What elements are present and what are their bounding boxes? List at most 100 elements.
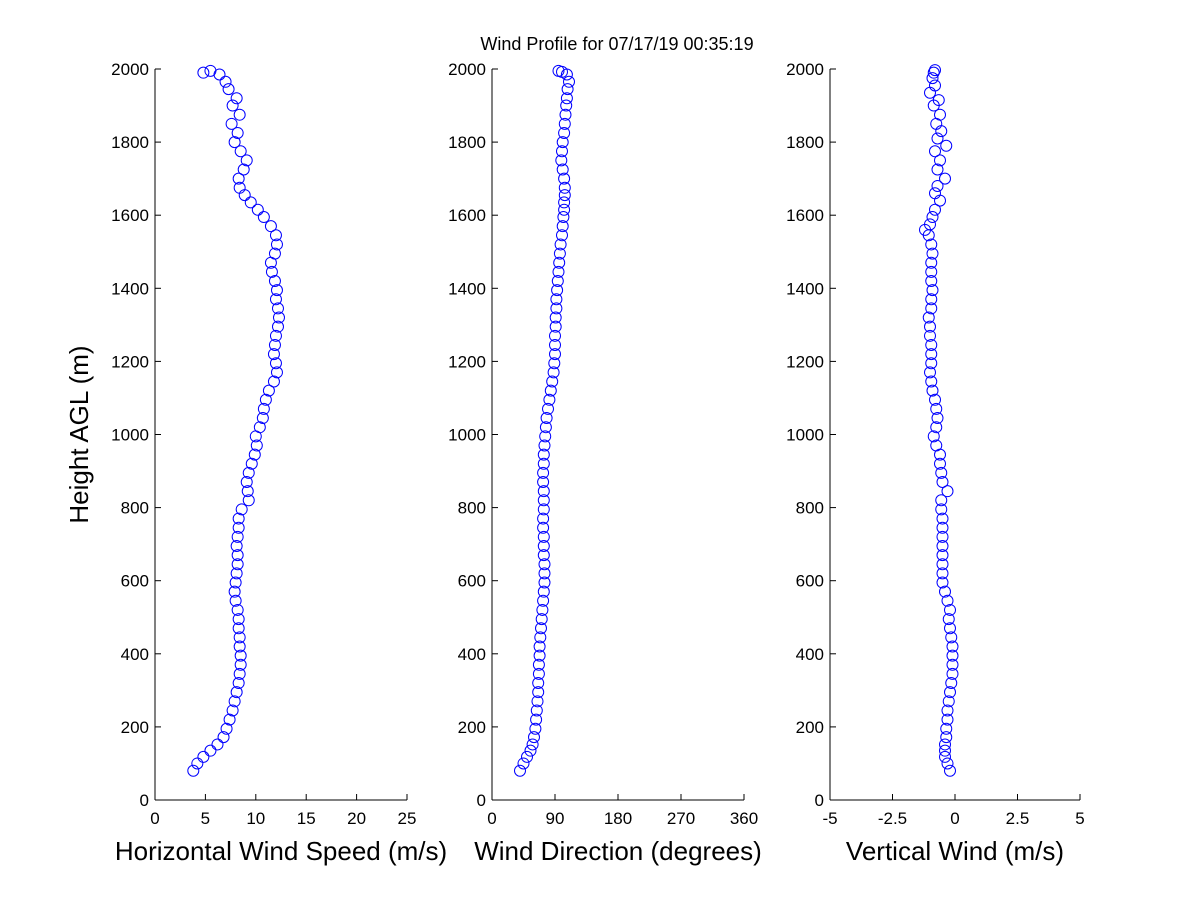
data-point: [223, 713, 236, 726]
data-point: [941, 757, 954, 770]
data-point: [528, 731, 540, 744]
data-point: [537, 476, 550, 489]
data-point: [944, 764, 956, 777]
y-tick-label: 800: [796, 499, 824, 518]
data-point: [262, 384, 275, 397]
x-tick-label: 5: [201, 809, 210, 828]
data-point: [560, 99, 573, 112]
data-point: [930, 439, 943, 452]
data-point: [234, 145, 247, 158]
x-tick-label: 90: [546, 809, 565, 828]
y-tick-label: 1600: [111, 206, 149, 225]
x-tick-label: 270: [667, 809, 695, 828]
data-point: [537, 585, 550, 598]
y-tick-label: 600: [458, 572, 486, 591]
data-point: [197, 750, 210, 763]
data-point: [268, 338, 281, 351]
data-point: [256, 412, 269, 425]
data-point: [232, 613, 245, 626]
data-point: [558, 196, 571, 209]
data-point: [936, 521, 949, 534]
data-point: [257, 211, 270, 224]
data-point: [531, 695, 544, 708]
y-tick-label: 0: [815, 791, 824, 810]
data-point: [532, 667, 545, 680]
y-tick-label: 1400: [111, 279, 149, 298]
series-1: [187, 64, 285, 777]
data-point: [925, 256, 938, 269]
data-point: [537, 466, 550, 479]
data-point: [264, 220, 277, 233]
data-point: [537, 530, 550, 543]
data-point: [935, 466, 948, 479]
y-tick-label: 400: [121, 645, 149, 664]
y-tick-label: 1000: [786, 426, 824, 445]
data-point: [191, 757, 204, 770]
y-tick-label: 200: [796, 718, 824, 737]
data-point: [220, 722, 233, 735]
y-tick-label: 2000: [448, 60, 486, 79]
data-point: [936, 512, 949, 525]
data-point: [232, 622, 245, 635]
data-point: [271, 320, 284, 333]
data-point: [547, 366, 560, 379]
data-point: [926, 284, 939, 297]
data-point: [270, 238, 283, 251]
data-point: [925, 357, 938, 370]
y-tick-label: 1600: [448, 206, 486, 225]
data-point: [929, 145, 941, 158]
data-point: [558, 181, 571, 194]
data-point: [230, 539, 243, 552]
data-point: [934, 108, 946, 121]
data-point: [936, 549, 949, 562]
data-point: [926, 72, 939, 85]
panel-3: 0 200 400 600 800 1000 1200 1400 1600 1800 2000 -5 -…: [786, 60, 1085, 866]
data-point: [935, 494, 948, 507]
data-point: [267, 348, 280, 361]
data-point: [941, 594, 954, 607]
data-point: [939, 172, 951, 185]
data-point: [936, 576, 949, 589]
data-point: [538, 576, 551, 589]
data-point: [946, 649, 959, 662]
data-point: [268, 247, 281, 260]
data-point: [228, 585, 241, 598]
data-point: [197, 66, 210, 79]
data-point: [253, 421, 266, 434]
data-point: [524, 744, 537, 757]
data-point: [551, 274, 564, 287]
data-point: [553, 256, 566, 269]
data-point: [549, 329, 561, 342]
x-tick-label: -5: [822, 809, 837, 828]
data-point: [235, 503, 248, 516]
data-point: [550, 293, 563, 306]
data-point: [225, 117, 238, 130]
data-point: [551, 284, 564, 297]
data-point: [932, 94, 945, 107]
series-1: [919, 64, 959, 777]
data-point: [535, 622, 547, 635]
data-point: [558, 203, 571, 216]
data-point: [232, 521, 245, 534]
data-point: [204, 744, 217, 757]
data-point: [537, 512, 550, 525]
y-tick-label: 1000: [448, 426, 486, 445]
data-point: [231, 126, 244, 139]
data-point: [529, 722, 542, 735]
data-point: [555, 154, 568, 167]
x-tick-label: 10: [246, 809, 265, 828]
data-point: [934, 457, 946, 470]
data-point: [269, 357, 282, 370]
data-point: [929, 79, 941, 92]
data-point: [241, 485, 254, 498]
x-tick-label: 180: [604, 809, 632, 828]
data-point: [242, 466, 255, 479]
y-tick-label: 1000: [111, 426, 149, 445]
data-point: [230, 686, 243, 699]
data-point: [226, 99, 239, 112]
y-tick-label: 1200: [786, 352, 824, 371]
data-point: [532, 686, 545, 699]
data-point: [558, 189, 571, 202]
data-point: [940, 731, 953, 744]
